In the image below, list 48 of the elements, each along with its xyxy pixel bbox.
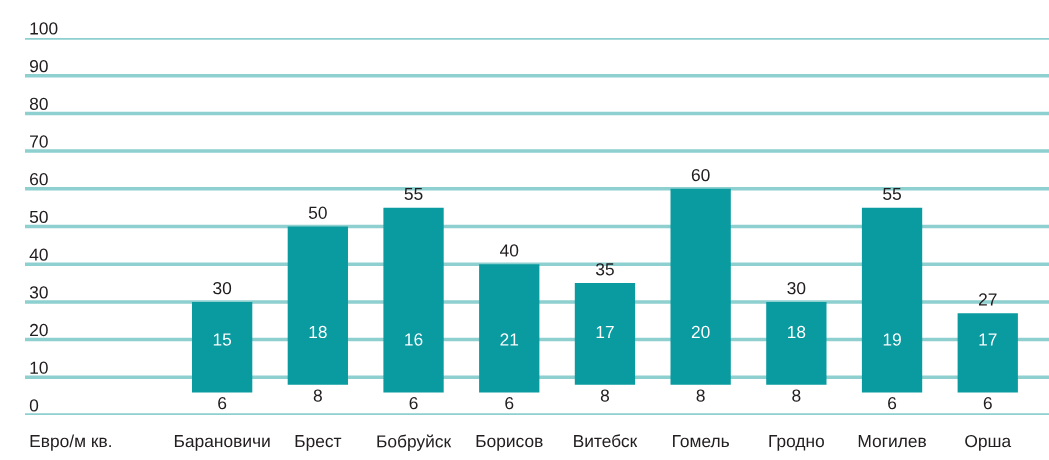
annotation: 6	[888, 397, 897, 410]
annotation: 60	[691, 168, 710, 182]
annotation: 18	[788, 325, 806, 339]
annotation: 27	[978, 293, 997, 306]
annotation: 6	[409, 397, 418, 410]
y-tick-label: 20	[30, 323, 48, 337]
annotation: 55	[404, 187, 423, 201]
annotation: 8	[792, 389, 801, 402]
annotation: 30	[787, 282, 806, 295]
annotation: 40	[499, 244, 519, 257]
annotation: 50	[308, 206, 327, 219]
x-tick-label: Могилев	[858, 435, 926, 448]
y-tick-label: 50	[29, 210, 48, 224]
annotation: 21	[500, 333, 519, 346]
y-tick-label: 60	[30, 173, 48, 186]
x-tick-label: Орша	[965, 434, 1012, 451]
annotation: 6	[505, 397, 514, 410]
x-tick-label: Барановичи	[174, 435, 270, 451]
y-tick-label: 90	[29, 59, 48, 73]
annotation: 18	[309, 325, 327, 339]
annotation: 20	[691, 325, 710, 339]
annotation: 19	[883, 333, 901, 346]
annotation: 17	[596, 326, 614, 338]
y-tick-label: 100	[30, 22, 58, 35]
annotation: 8	[696, 389, 705, 402]
x-tick-label: Борисов	[476, 435, 543, 451]
annotation: 55	[883, 187, 901, 201]
x-tick-label: Гомель	[673, 435, 729, 448]
annotation: 8	[600, 389, 610, 402]
y-tick-label: 70	[30, 135, 48, 148]
y-tick-label: 0	[29, 399, 39, 412]
annotation: 30	[213, 282, 232, 295]
annotation: 16	[405, 333, 423, 346]
y-tick-label: 30	[29, 286, 48, 299]
annotation: 35	[595, 263, 614, 276]
y-tick-label: 40	[29, 248, 48, 261]
y-axis-title: Евро/м кв.	[30, 434, 111, 451]
annotation: 17	[979, 333, 997, 346]
annotation: 8	[313, 389, 322, 402]
x-tick-label: Бобруйск	[377, 434, 452, 451]
annotation: 6	[218, 397, 227, 410]
y-tick-label: 10	[30, 361, 48, 374]
x-tick-label: Брест	[295, 435, 342, 451]
annotation: 15	[213, 333, 232, 346]
x-tick-label: Гродно	[769, 435, 824, 451]
y-tick-label: 80	[29, 97, 48, 110]
x-tick-label: Витебск	[574, 434, 638, 448]
annotation: 6	[983, 397, 992, 410]
